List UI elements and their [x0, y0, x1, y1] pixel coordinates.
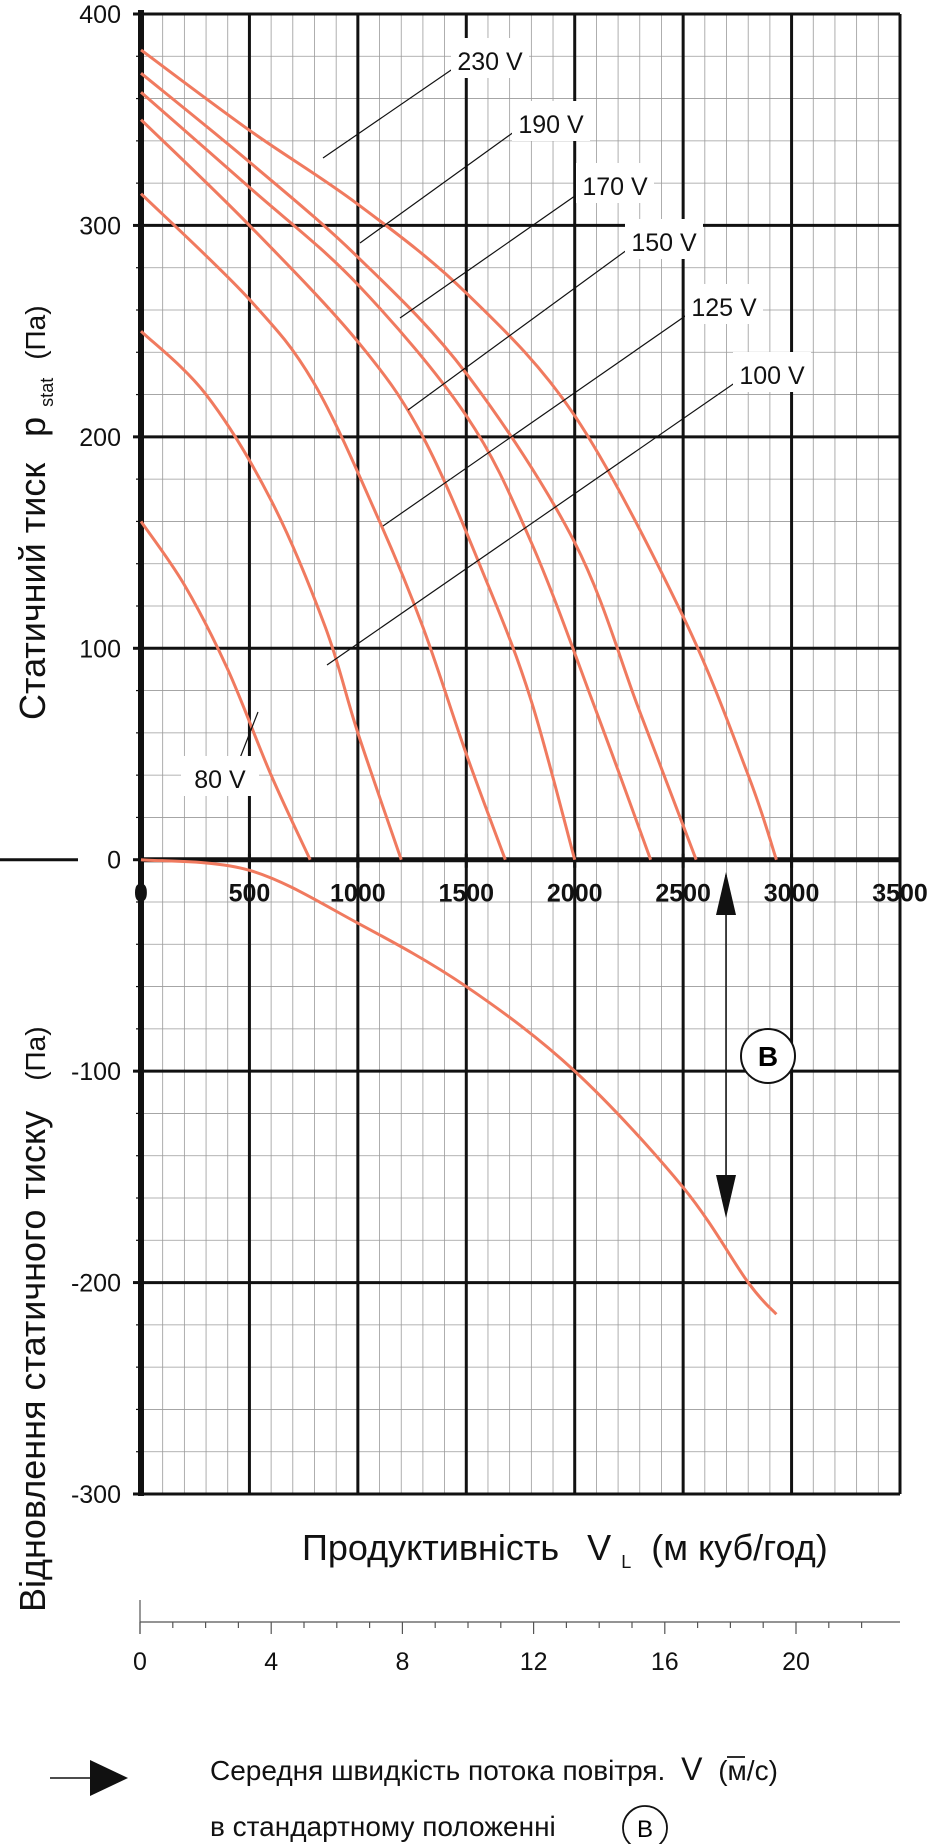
tick-labels: 0 500 1000 1500 2000 2500 3000 3500400300200100… — [71, 1, 928, 1509]
x-label-unit: (м куб/год) — [651, 1527, 827, 1568]
legend-unit: (м/с) — [718, 1755, 778, 1786]
y-tick-label: -200 — [71, 1270, 121, 1298]
x-label-text: Продуктивність — [302, 1527, 559, 1568]
minor-gridlines — [140, 13, 901, 1495]
leader-line — [359, 128, 519, 244]
x-label-symbol: V — [587, 1527, 611, 1568]
b-circle-marker — [740, 1028, 796, 1084]
y-axis-label-top: Статичний тиск p stat (Па) — [12, 305, 61, 720]
curve-label: 190 V — [518, 111, 584, 139]
y-label-bottom-text: Відновлення статичного тиску — [12, 1111, 53, 1612]
leader-line — [322, 65, 458, 159]
y-label-subscript: stat — [37, 378, 57, 407]
series-curve-230v — [140, 48, 778, 861]
y-tick-label: 0 — [107, 847, 121, 875]
curve-label: 170 V — [582, 173, 648, 201]
leader-line — [407, 246, 632, 411]
x-axis-label: Продуктивність V L (м куб/год) — [302, 1527, 828, 1576]
series-curve-190v — [140, 72, 698, 861]
x-tick-label: 500 — [229, 880, 271, 908]
leader-line — [382, 311, 692, 527]
legend-b-circle — [622, 1805, 668, 1844]
curve-label: 100 V — [739, 362, 805, 390]
y-label-text: Статичний тиск — [12, 463, 53, 720]
velocity-tick-label: 16 — [651, 1648, 679, 1676]
velocity-tick-label: 4 — [264, 1648, 278, 1676]
x-tick-label: 1500 — [438, 880, 494, 908]
legend-arrow-icon — [90, 1760, 128, 1796]
leader-line — [239, 711, 259, 759]
b-marker-label: B — [758, 1041, 778, 1072]
curve-label: 230 V — [457, 48, 523, 76]
y-tick-label: 200 — [79, 424, 121, 452]
curve-label-bg — [512, 101, 590, 141]
series-curve-125v — [139, 192, 507, 861]
major-gridlines — [139, 12, 902, 1496]
recovery-curve — [140, 858, 778, 1316]
y-tick-label: -300 — [71, 1481, 121, 1509]
velocity-axis: 0 4 8 12 16 20 — [133, 1600, 900, 1676]
curve-label: 80 V — [194, 766, 246, 794]
x-tick-label: 3500 — [872, 880, 928, 908]
x-label-subscript: L — [621, 1552, 631, 1572]
curve-label-bg — [685, 284, 763, 324]
series-curves — [139, 48, 778, 1316]
curve-label-bg — [733, 352, 811, 392]
curve-label-bg — [451, 38, 529, 78]
label-leader-lines: 230 V 190 V 170 V 150 V 125 V 100 V 80 V — [181, 38, 811, 796]
leader-line — [399, 190, 583, 319]
velocity-tick-label: 8 — [395, 1648, 409, 1676]
curve-label-bg — [625, 219, 703, 259]
x-tick-label: 1000 — [330, 880, 386, 908]
y-tick-label: 100 — [79, 635, 121, 663]
arrow-down-icon — [716, 1175, 736, 1218]
series-curve-100v — [139, 330, 403, 861]
curve-label-bg — [576, 163, 654, 203]
legend-text-1: Середня швидкість потока повітря. — [210, 1755, 665, 1786]
y-label-unit: (Па) — [20, 305, 51, 359]
y-label-symbol: p — [12, 417, 53, 437]
axes — [0, 10, 902, 1496]
y-tick-label: 400 — [79, 1, 121, 29]
y-axis-label-bottom: Відновлення статичного тиску (Па) — [12, 1026, 53, 1612]
velocity-tick-label: 12 — [520, 1648, 548, 1676]
leader-line — [326, 379, 740, 666]
legend-b-label: B — [637, 1816, 653, 1843]
x-tick-label: 0 — [134, 880, 148, 908]
curve-label: 125 V — [691, 294, 757, 322]
series-curve-150v — [139, 118, 577, 861]
arrow-up-icon — [716, 872, 736, 915]
y-label-bottom-unit: (Па) — [20, 1026, 51, 1080]
series-curve-170v — [140, 91, 653, 861]
series-curve-80v — [139, 520, 312, 861]
legend-line1: Середня швидкість потока повітря. V (м/с… — [210, 1751, 778, 1787]
curve-label: 150 V — [631, 229, 697, 257]
x-tick-label: 3000 — [764, 880, 820, 908]
legend-symbol: V — [681, 1751, 703, 1787]
arrow-b-annotation: B — [716, 872, 796, 1218]
velocity-tick-label: 0 — [133, 1648, 147, 1676]
curve-label-bg — [181, 756, 259, 796]
y-tick-label: -100 — [71, 1058, 121, 1086]
legend: Середня швидкість потока повітря. V (м/с… — [50, 1751, 778, 1844]
y-tick-label: 300 — [79, 212, 121, 240]
x-tick-label: 2500 — [655, 880, 711, 908]
x-tick-label: 2000 — [547, 880, 603, 908]
legend-line2: в стандартному положенні — [210, 1811, 556, 1842]
velocity-tick-label: 20 — [782, 1648, 810, 1676]
